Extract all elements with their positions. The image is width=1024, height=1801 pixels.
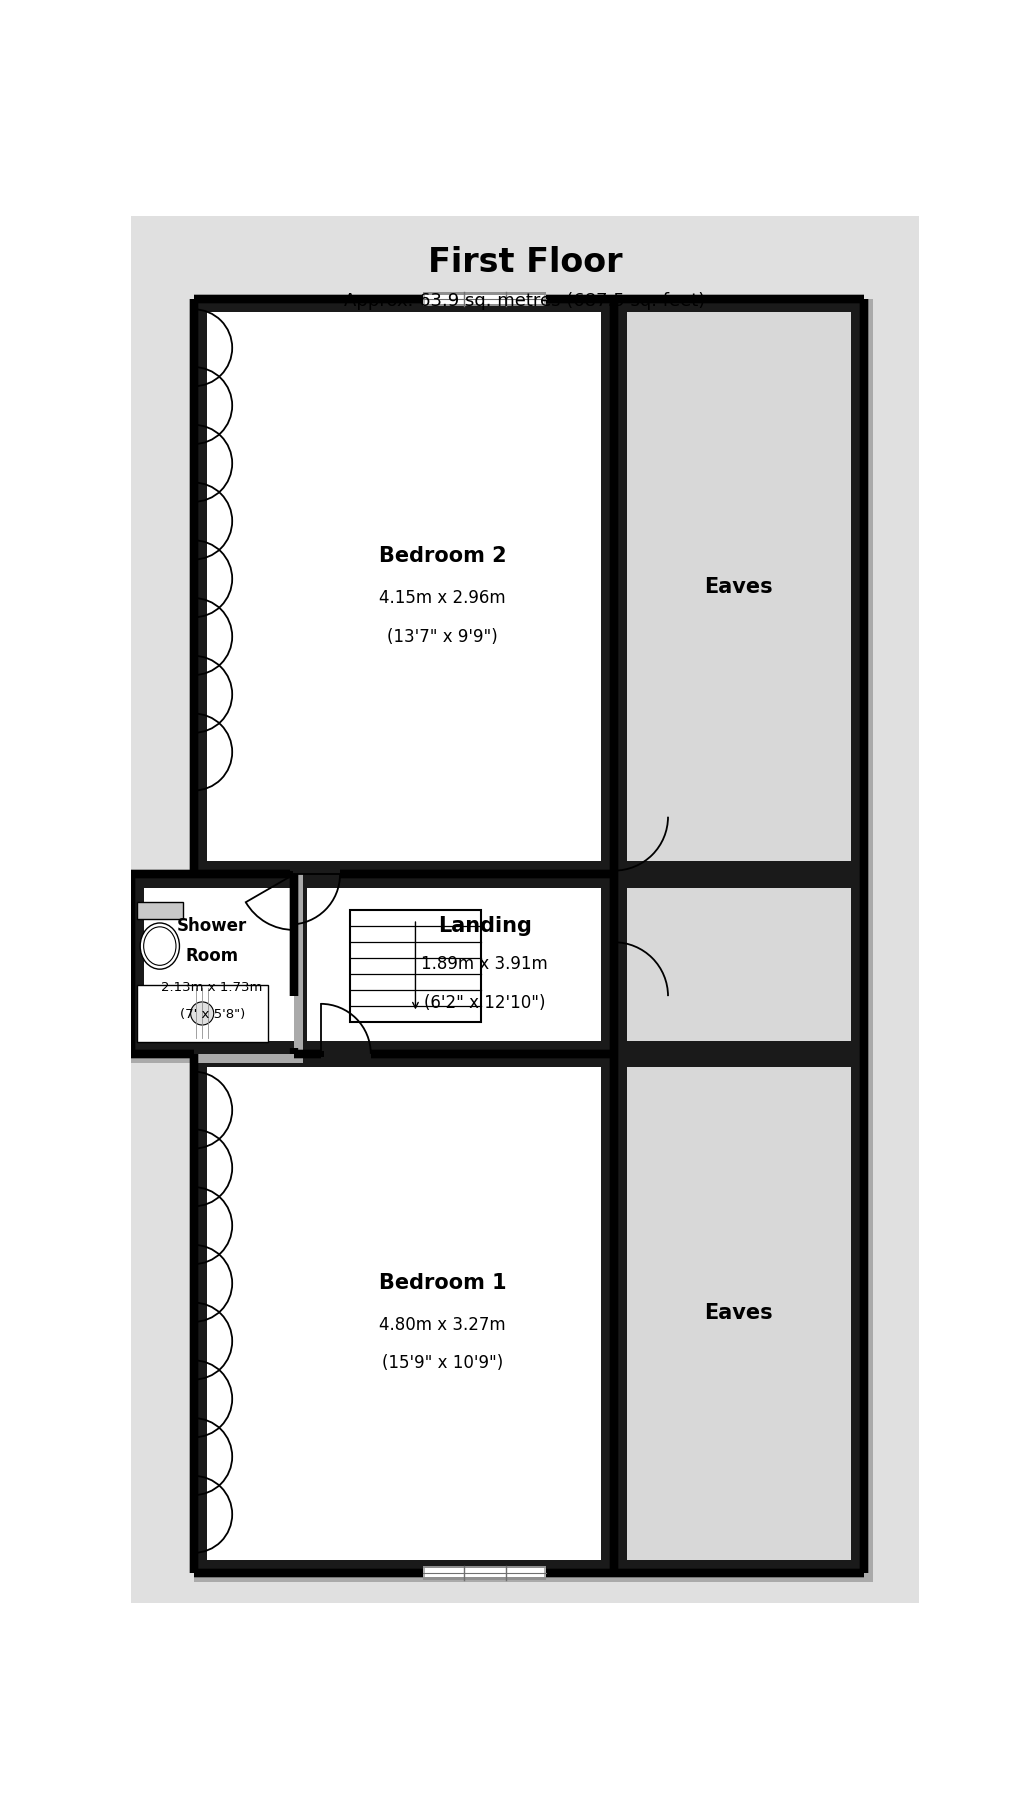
Bar	[194, 299, 863, 1572]
Text: 2.13m x 1.73m: 2.13m x 1.73m	[162, 982, 263, 994]
Bar	[190, 461, 197, 466]
Bar	[190, 1338, 197, 1344]
Bar	[194, 1572, 872, 1581]
Bar	[190, 1108, 197, 1113]
Circle shape	[190, 1001, 214, 1025]
Text: (13'7" x 9'9"): (13'7" x 9'9")	[387, 629, 498, 647]
Bar	[628, 312, 851, 861]
Bar	[350, 910, 481, 1021]
Bar	[137, 985, 267, 1043]
Text: Bedroom 2: Bedroom 2	[379, 546, 506, 566]
Text: Room: Room	[185, 947, 239, 965]
Text: (7' x 5'8"): (7' x 5'8")	[179, 1009, 245, 1021]
Bar	[423, 1565, 547, 1569]
Bar	[190, 402, 197, 409]
Bar	[207, 1066, 601, 1560]
Text: First Floor: First Floor	[428, 245, 622, 279]
Text: Approx. 63.9 sq. metres (687.5 sq. feet): Approx. 63.9 sq. metres (687.5 sq. feet)	[344, 292, 706, 310]
Bar	[423, 1578, 547, 1579]
Text: Eaves: Eaves	[705, 1304, 773, 1324]
Text: Bedroom 1: Bedroom 1	[379, 1273, 506, 1293]
Bar	[423, 292, 547, 295]
Bar	[190, 1396, 197, 1401]
Bar	[131, 1054, 303, 1063]
Bar	[423, 292, 547, 306]
Bar	[137, 902, 183, 919]
Bar	[137, 985, 267, 1043]
Bar	[628, 888, 851, 1041]
Text: 1.89m x 3.91m: 1.89m x 3.91m	[422, 955, 548, 973]
Bar	[425, 1569, 544, 1578]
Bar	[423, 1565, 547, 1579]
Bar	[287, 872, 293, 877]
Bar	[190, 1223, 197, 1228]
Bar	[611, 992, 617, 1000]
Bar	[131, 875, 294, 1054]
Bar	[423, 304, 547, 306]
Bar	[190, 1511, 197, 1518]
Bar	[307, 888, 601, 1041]
Text: (6'2" x 12'10"): (6'2" x 12'10")	[424, 994, 546, 1012]
Bar	[628, 1066, 851, 1560]
Text: Shower: Shower	[177, 917, 248, 935]
Ellipse shape	[140, 922, 179, 969]
Bar	[425, 295, 544, 304]
Text: (15'9" x 10'9"): (15'9" x 10'9")	[382, 1354, 503, 1372]
Bar	[611, 814, 617, 819]
Bar	[190, 634, 197, 639]
Bar	[190, 1453, 197, 1459]
Text: Landing: Landing	[438, 915, 531, 937]
Bar	[190, 692, 197, 697]
Bar	[207, 312, 601, 861]
Bar	[190, 1165, 197, 1171]
Bar	[190, 749, 197, 755]
Bar	[207, 888, 294, 1041]
Text: 4.15m x 2.96m: 4.15m x 2.96m	[379, 589, 506, 607]
Bar	[190, 576, 197, 582]
Bar	[863, 299, 872, 1581]
Bar	[190, 344, 197, 351]
Bar	[190, 519, 197, 524]
Text: 4.80m x 3.27m: 4.80m x 3.27m	[379, 1317, 506, 1335]
Bar	[294, 875, 303, 1063]
Bar	[317, 1050, 324, 1057]
Bar	[137, 902, 183, 919]
Bar	[190, 1281, 197, 1286]
Text: Eaves: Eaves	[705, 576, 773, 596]
Bar	[143, 888, 281, 1041]
